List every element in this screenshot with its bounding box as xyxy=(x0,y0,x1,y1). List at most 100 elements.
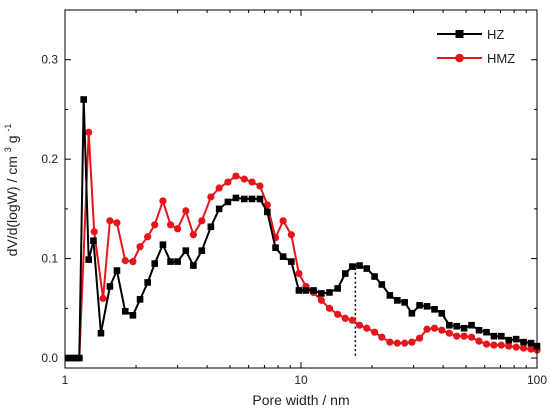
data-point xyxy=(460,324,468,332)
legend-label: HZ xyxy=(487,27,504,42)
data-point xyxy=(341,314,349,322)
data-point xyxy=(386,292,394,299)
y-axis-title-sup: 3 xyxy=(3,147,13,152)
data-point xyxy=(348,316,356,324)
legend-marker xyxy=(455,30,464,38)
data-point xyxy=(445,321,453,329)
data-point xyxy=(113,219,121,227)
data-point xyxy=(401,299,408,306)
data-point xyxy=(90,228,98,236)
data-point xyxy=(512,343,520,351)
data-point xyxy=(159,197,167,205)
data-point xyxy=(182,207,190,215)
data-point xyxy=(483,328,490,336)
data-point xyxy=(394,297,401,304)
series-hz xyxy=(64,96,541,362)
data-point xyxy=(80,96,87,103)
data-point xyxy=(356,262,363,269)
data-point xyxy=(215,184,223,192)
data-point xyxy=(85,128,93,136)
data-point xyxy=(288,258,295,265)
legend-label: HMZ xyxy=(487,51,515,66)
data-point xyxy=(113,267,121,274)
data-point xyxy=(519,344,528,352)
data-point xyxy=(90,237,97,245)
series-line-hz xyxy=(68,98,538,360)
data-point xyxy=(129,311,137,319)
data-point xyxy=(334,310,342,318)
legend-marker xyxy=(455,53,464,63)
data-point xyxy=(136,296,144,303)
data-point xyxy=(423,325,431,333)
data-point xyxy=(215,205,223,213)
data-point xyxy=(431,306,438,313)
data-point xyxy=(341,270,349,277)
data-point xyxy=(136,243,144,251)
data-point xyxy=(326,289,333,296)
y-axis-title-sup2: -1 xyxy=(3,124,13,132)
data-point xyxy=(97,329,105,337)
data-point xyxy=(207,193,215,201)
data-point xyxy=(190,262,197,269)
data-point xyxy=(224,178,232,186)
data-point xyxy=(198,247,206,254)
data-point xyxy=(363,324,371,332)
y-axis-title-tail: g xyxy=(4,135,20,143)
data-point xyxy=(505,342,513,350)
data-point xyxy=(264,208,271,216)
data-point xyxy=(438,326,446,334)
data-point xyxy=(99,294,107,302)
plot-content xyxy=(64,96,541,362)
data-point xyxy=(232,172,240,180)
data-point xyxy=(498,332,505,340)
data-point xyxy=(295,287,303,294)
data-point xyxy=(349,263,356,270)
data-point xyxy=(317,296,325,304)
data-point xyxy=(378,281,386,288)
data-point xyxy=(475,326,483,334)
data-point xyxy=(460,332,468,340)
data-point xyxy=(106,217,114,225)
data-point xyxy=(207,223,215,231)
data-point xyxy=(408,338,416,346)
data-point xyxy=(386,338,394,346)
x-axis-title: Pore width / nm xyxy=(252,392,349,408)
data-point xyxy=(334,285,341,292)
data-point xyxy=(401,339,409,347)
y-axis-title: dV/d(logW) / cm 3 g -1 xyxy=(0,124,20,257)
data-point xyxy=(415,334,424,342)
data-point xyxy=(144,279,151,286)
data-point xyxy=(129,257,137,266)
data-point xyxy=(363,265,371,272)
data-point xyxy=(355,321,364,329)
data-point xyxy=(430,324,439,332)
data-point xyxy=(393,339,401,347)
data-point xyxy=(527,345,535,353)
x-tick-label: 100 xyxy=(527,373,547,387)
data-point xyxy=(467,333,476,341)
data-point xyxy=(505,336,513,344)
data-point xyxy=(167,258,174,265)
data-point xyxy=(527,339,535,347)
data-point xyxy=(256,182,264,190)
data-point xyxy=(232,194,240,202)
data-point xyxy=(310,287,317,294)
data-point xyxy=(370,328,379,336)
data-point xyxy=(70,354,78,362)
series-hmz xyxy=(64,128,541,362)
data-point xyxy=(490,332,498,340)
x-tick-label: 1 xyxy=(62,373,69,387)
data-point xyxy=(438,310,446,317)
data-point xyxy=(240,175,248,183)
data-point xyxy=(272,244,279,251)
data-point xyxy=(490,341,498,349)
data-point xyxy=(85,256,92,263)
data-point xyxy=(318,290,325,297)
y-tick-label: 0.3 xyxy=(41,53,58,67)
data-point xyxy=(497,341,505,349)
data-point xyxy=(76,354,83,362)
data-point xyxy=(174,225,182,233)
data-point xyxy=(248,178,256,186)
legend: HZ HMZ xyxy=(437,27,515,66)
y-tick-label: 0.0 xyxy=(41,351,58,365)
